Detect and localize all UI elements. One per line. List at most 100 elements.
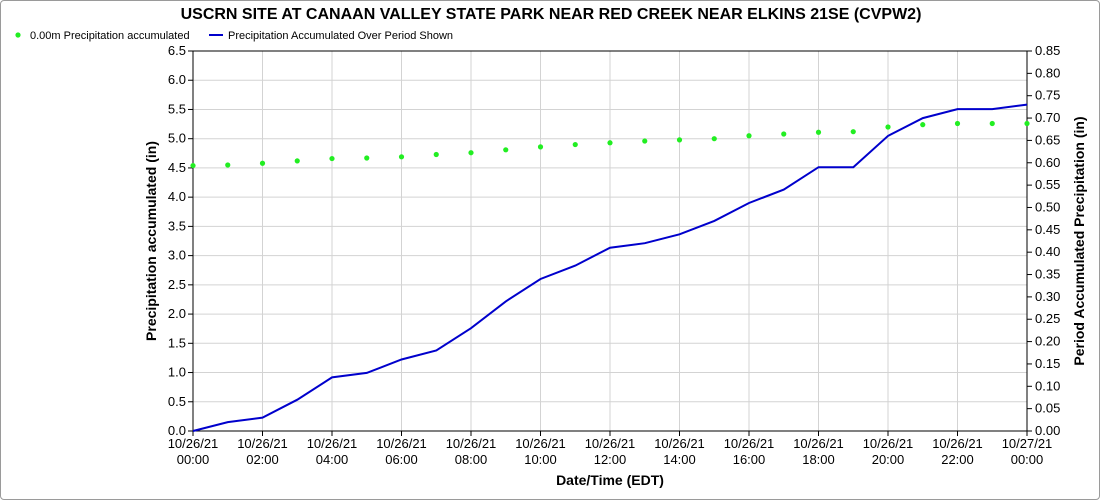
y-right-tick-label: 0.15	[1035, 356, 1060, 371]
y-right-tick-label: 0.30	[1035, 289, 1060, 304]
x-tick-date: 10/26/21	[376, 436, 427, 451]
y-right-tick-label: 0.65	[1035, 132, 1060, 147]
y-right-tick-label: 0.80	[1035, 65, 1060, 80]
x-tick-time: 08:00	[455, 452, 488, 467]
y-left-tick-label: 6.5	[168, 43, 186, 58]
y-right-tick-label: 0.85	[1035, 43, 1060, 58]
precip-accumulated-point	[537, 144, 544, 150]
y-right-tick-label: 0.50	[1035, 199, 1060, 214]
y-left-tick-label: 3.5	[168, 218, 186, 233]
legend: 0.00m Precipitation accumulated Precipit…	[15, 30, 453, 42]
x-tick-time: 00:00	[1011, 452, 1044, 467]
x-tick-time: 00:00	[177, 452, 210, 467]
x-tick-time: 20:00	[872, 452, 905, 467]
y-axis-right: 0.00 0.05 0.10 0.15 0.20 0.25 0.30 0.35 0.40 0.45…	[1027, 43, 1060, 438]
precip-accumulated-point	[850, 129, 856, 135]
precip-accumulated-point	[468, 150, 474, 156]
precip-accumulated-point	[989, 120, 995, 127]
y-left-tick-label: 4.5	[168, 160, 186, 175]
y-right-tick-label: 0.05	[1035, 401, 1060, 416]
precip-accumulated-point	[190, 162, 196, 169]
x-axis-label: Date/Time (EDT)	[556, 472, 664, 488]
precip-accumulated-point	[503, 147, 509, 153]
precip-accumulated-point	[781, 131, 787, 137]
precip-accumulated-point	[885, 124, 891, 130]
precip-accumulated-point	[225, 162, 231, 168]
x-tick-date: 10/26/21	[724, 436, 775, 451]
x-tick-time: 06:00	[385, 452, 418, 467]
x-tick-date: 10/27/21	[1002, 436, 1053, 451]
x-tick-date: 10/26/21	[585, 436, 636, 451]
y-right-tick-label: 0.20	[1035, 334, 1060, 349]
series-precip-accumulated	[190, 120, 1030, 169]
precip-accumulated-point	[607, 140, 613, 146]
y-right-tick-label: 0.70	[1035, 110, 1060, 125]
precip-accumulated-point	[1024, 120, 1030, 127]
x-tick-date: 10/26/21	[654, 436, 705, 451]
precip-accumulated-point	[815, 129, 822, 135]
x-tick-date: 10/26/21	[863, 436, 914, 451]
y-left-tick-label: 3.0	[168, 248, 186, 263]
x-tick-date: 10/26/21	[793, 436, 844, 451]
period-accumulated-line	[192, 103, 1028, 432]
y-left-tick-label: 5.5	[168, 101, 186, 116]
y-right-tick-label: 0.60	[1035, 155, 1060, 170]
precip-accumulated-point	[572, 141, 578, 148]
x-tick-date: 10/26/21	[168, 436, 219, 451]
y-right-tick-label: 0.75	[1035, 88, 1060, 103]
legend-label-line: Precipitation Accumulated Over Period Sh…	[228, 30, 453, 42]
precip-accumulated-point	[433, 151, 439, 158]
precip-accumulated-point	[920, 122, 926, 128]
y-left-tick-label: 4.0	[168, 189, 186, 204]
y-axis-left-label: Precipitation accumulated (in)	[143, 141, 159, 341]
precip-accumulated-point	[642, 138, 648, 144]
grid	[192, 50, 1028, 432]
precip-accumulated-point	[294, 158, 300, 164]
x-tick-date: 10/26/21	[237, 436, 288, 451]
legend-label-dots: 0.00m Precipitation accumulated	[30, 30, 190, 42]
y-left-tick-label: 5.0	[168, 131, 186, 146]
x-tick-time: 22:00	[941, 452, 974, 467]
x-tick-time: 14:00	[663, 452, 696, 467]
precip-accumulated-point	[329, 155, 335, 162]
chart-title: USCRN SITE AT CANAAN VALLEY STATE PARK N…	[181, 6, 922, 23]
y-left-tick-label: 1.0	[168, 365, 186, 380]
y-left-tick-label: 0.5	[168, 394, 186, 409]
x-tick-date: 10/26/21	[515, 436, 566, 451]
y-right-tick-label: 0.45	[1035, 222, 1060, 237]
y-right-tick-label: 0.40	[1035, 244, 1060, 259]
y-left-tick-label: 1.5	[168, 335, 186, 350]
y-right-tick-label: 0.25	[1035, 311, 1060, 326]
x-tick-date: 10/26/21	[307, 436, 358, 451]
precip-accumulated-point	[954, 120, 961, 127]
precip-accumulated-point	[676, 137, 683, 143]
precip-accumulated-point	[711, 136, 717, 142]
x-tick-time: 12:00	[594, 452, 627, 467]
y-left-tick-label: 6.0	[168, 72, 186, 87]
y-right-tick-label: 0.35	[1035, 267, 1060, 282]
legend-swatch-dots	[15, 32, 21, 38]
y-right-tick-label: 0.00	[1035, 423, 1060, 438]
y-left-tick-label: 0.0	[168, 423, 186, 438]
y-axis-left: 0.0 0.5 1.0 1.5 2.0 2.5 3.0 3.5 4.0 4.5 5.0 5.5 6.0 6…	[168, 43, 193, 438]
y-axis-right-label: Period Accumulated Precipitation (in)	[1071, 116, 1087, 365]
y-left-tick-label: 2.0	[168, 306, 186, 321]
y-right-tick-label: 0.10	[1035, 378, 1060, 393]
x-tick-time: 18:00	[802, 452, 835, 467]
x-tick-time: 02:00	[246, 452, 279, 467]
series-period-accumulated	[192, 103, 1028, 432]
precip-accumulated-point	[259, 160, 266, 166]
y-left-tick-label: 2.5	[168, 277, 186, 292]
precip-accumulated-point	[398, 154, 405, 160]
x-tick-date: 10/26/21	[446, 436, 497, 451]
x-axis: 10/26/2100:0010/26/2102:0010/26/2104:001…	[168, 431, 1053, 467]
precip-accumulated-point	[364, 155, 370, 161]
y-right-tick-label: 0.55	[1035, 177, 1060, 192]
x-tick-time: 04:00	[316, 452, 349, 467]
x-tick-time: 10:00	[524, 452, 557, 467]
precip-accumulated-point	[746, 133, 752, 139]
x-tick-date: 10/26/21	[932, 436, 983, 451]
x-tick-time: 16:00	[733, 452, 766, 467]
